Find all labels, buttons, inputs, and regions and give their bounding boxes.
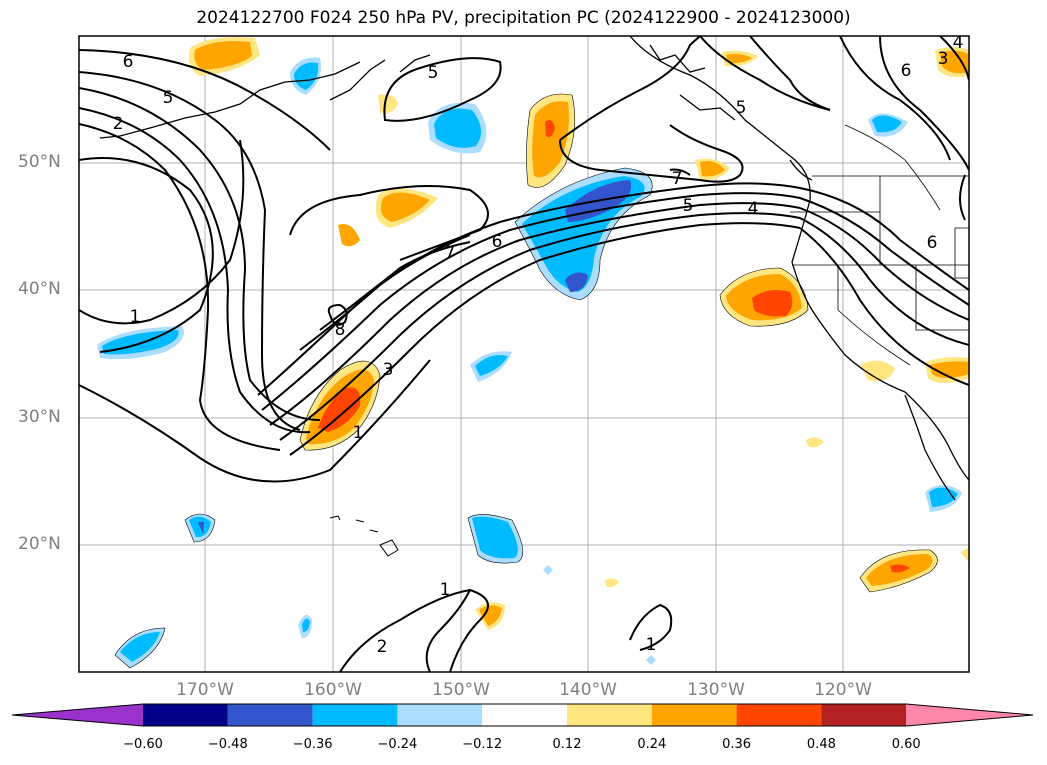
contour-label: 6 bbox=[901, 61, 912, 81]
pv-contour-ridge-6 bbox=[79, 49, 331, 151]
colorbar-segment bbox=[312, 704, 398, 726]
contour-labels: 6 5 2 5 1 8 3 1 7 6 5 4 7 6 6 5 1 2 1 4 … bbox=[113, 33, 964, 657]
colorbar-extend-min bbox=[12, 704, 143, 726]
contour-label: 5 bbox=[736, 98, 747, 118]
colorbar-segment bbox=[143, 704, 228, 726]
coast-north-america bbox=[629, 36, 969, 481]
pv-jet-1 bbox=[289, 222, 801, 456]
pv-contour-ridge-3 bbox=[79, 107, 311, 434]
contour-label: 7 bbox=[672, 169, 683, 189]
contour-label: 3 bbox=[938, 49, 949, 69]
contour-label: 1 bbox=[130, 307, 141, 327]
pv-contour-south-1 bbox=[339, 588, 489, 672]
colorbar-tick-label: −0.60 bbox=[123, 737, 163, 752]
pv-jet-3 bbox=[269, 202, 801, 426]
contour-label: 5 bbox=[428, 63, 439, 83]
colorbar-outline bbox=[11, 703, 1034, 727]
pv-contour-ridge-5 bbox=[79, 71, 301, 431]
contour-label: 1 bbox=[353, 423, 364, 443]
lat-label-20: 20°N bbox=[18, 534, 61, 554]
contour-label: 6 bbox=[123, 52, 134, 72]
pv-jet-5 bbox=[257, 182, 801, 396]
lon-label-140: 140°W bbox=[559, 680, 617, 700]
colorbar-segment bbox=[821, 704, 907, 726]
contour-label: 4 bbox=[748, 199, 759, 219]
colorbar bbox=[11, 703, 1034, 727]
state-borders bbox=[790, 124, 969, 366]
contour-label: 1 bbox=[440, 580, 451, 600]
contour-label: 7 bbox=[445, 243, 456, 263]
contour-label: 1 bbox=[646, 635, 657, 655]
lat-label-30: 30°N bbox=[18, 407, 61, 427]
colorbar-tick-label: −0.36 bbox=[292, 737, 333, 752]
pv-contour-west-loop bbox=[79, 157, 214, 353]
colorbar-tick-label: −0.24 bbox=[377, 737, 418, 752]
colorbar-segment bbox=[651, 704, 737, 726]
colorbar-segment bbox=[567, 704, 652, 726]
pv-jet-7 bbox=[319, 241, 471, 331]
pv-contour-south-2 bbox=[629, 603, 673, 651]
map-title: 2024122700 F024 250 hPa PV, precipitatio… bbox=[196, 8, 851, 28]
lon-label-160: 160°W bbox=[304, 680, 362, 700]
contour-label: 2 bbox=[377, 637, 388, 657]
colorbar-tick-label: 0.24 bbox=[637, 737, 667, 752]
contour-label: 2 bbox=[113, 114, 124, 134]
lon-label-120: 120°W bbox=[814, 680, 872, 700]
pv-contour-ridge-4 bbox=[79, 87, 321, 421]
colorbar-segment bbox=[397, 704, 483, 726]
colorbar-segment bbox=[227, 704, 313, 726]
pv-contour-cutoff bbox=[289, 185, 489, 261]
coast-aleutians bbox=[99, 61, 361, 139]
pv-contours bbox=[79, 36, 969, 672]
contour-label: 5 bbox=[683, 196, 694, 216]
contour-label: 5 bbox=[163, 88, 174, 108]
contour-label: 6 bbox=[927, 233, 938, 253]
colorbar-tick-label: −0.48 bbox=[207, 737, 248, 752]
lon-label-170: 170°W bbox=[176, 680, 234, 700]
map-frame bbox=[78, 35, 970, 673]
precip-negative-areas bbox=[97, 57, 962, 668]
hawaii-islands bbox=[329, 515, 399, 557]
lat-label-40: 40°N bbox=[18, 279, 61, 299]
lat-label-50: 50°N bbox=[18, 152, 61, 172]
lon-label-130: 130°W bbox=[687, 680, 745, 700]
colorbar-segment bbox=[482, 704, 567, 726]
pv-jet-4 bbox=[261, 192, 801, 411]
contour-label: 3 bbox=[383, 360, 394, 380]
colorbar-tick-label: 0.36 bbox=[722, 737, 752, 752]
contour-label: 8 bbox=[335, 320, 346, 340]
pv-contour-ridge-2 bbox=[79, 123, 281, 451]
contour-label: 4 bbox=[953, 33, 964, 53]
colorbar-extend-max bbox=[906, 704, 1033, 726]
pv-jet-2 bbox=[279, 212, 801, 441]
pv-contour-1-west bbox=[79, 139, 245, 325]
colorbar-tick-label: −0.12 bbox=[462, 737, 503, 752]
colorbar-segment bbox=[736, 704, 822, 726]
colorbar-tick-label: 0.60 bbox=[891, 737, 921, 752]
contour-label: 6 bbox=[492, 232, 503, 252]
pv-contour-ridge-1 bbox=[79, 359, 431, 483]
lon-label-150: 150°W bbox=[432, 680, 490, 700]
colorbar-tick-label: 0.12 bbox=[552, 737, 582, 752]
graticule bbox=[79, 36, 969, 672]
precip-outlines bbox=[114, 93, 938, 669]
colorbar-tick-label: 0.48 bbox=[806, 737, 836, 752]
